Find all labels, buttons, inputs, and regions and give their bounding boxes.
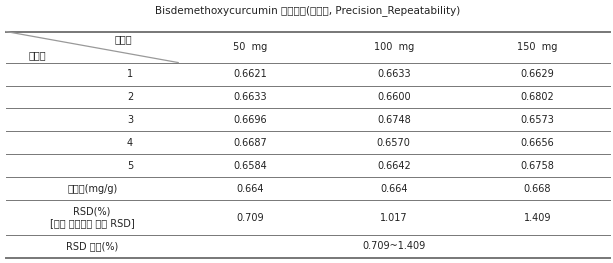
Text: 0.6573: 0.6573 [520, 115, 554, 125]
Text: 2: 2 [127, 92, 133, 102]
Text: 0.709: 0.709 [236, 213, 264, 222]
Text: 1.017: 1.017 [380, 213, 408, 222]
Text: Bisdemethoxycurcumin 시험방법(정밀도, Precision_Repeatability): Bisdemethoxycurcumin 시험방법(정밀도, Precision… [156, 5, 460, 16]
Text: 1.409: 1.409 [524, 213, 551, 222]
Text: 0.6621: 0.6621 [233, 69, 267, 79]
Text: 0.664: 0.664 [380, 184, 408, 194]
Text: 0.6633: 0.6633 [377, 69, 411, 79]
Text: 0.664: 0.664 [237, 184, 264, 194]
Text: 0.6629: 0.6629 [520, 69, 554, 79]
Text: 0.709~1.409: 0.709~1.409 [362, 241, 425, 251]
Text: 1: 1 [127, 69, 133, 79]
Text: 0.6600: 0.6600 [377, 92, 411, 102]
Text: 반복수: 반복수 [28, 50, 46, 60]
Text: 0.6758: 0.6758 [520, 161, 554, 171]
Text: 0.6687: 0.6687 [233, 138, 267, 148]
Text: 0.6570: 0.6570 [377, 138, 411, 148]
Text: 3: 3 [127, 115, 133, 125]
Text: 0.6584: 0.6584 [233, 161, 267, 171]
Text: 0.6696: 0.6696 [234, 115, 267, 125]
Text: 5: 5 [127, 161, 133, 171]
Text: 0.6642: 0.6642 [377, 161, 411, 171]
Text: 0.6802: 0.6802 [520, 92, 554, 102]
Text: 분석값(mg/g): 분석값(mg/g) [67, 184, 117, 194]
Text: 4: 4 [127, 138, 133, 148]
Text: 0.668: 0.668 [524, 184, 551, 194]
Text: RSD 구간(%): RSD 구간(%) [66, 241, 118, 251]
Text: 100  mg: 100 mg [374, 42, 414, 52]
Text: 0.6748: 0.6748 [377, 115, 411, 125]
Text: RSD(%)
[검체 측정값에 대한 RSD]: RSD(%) [검체 측정값에 대한 RSD] [50, 207, 134, 228]
Text: 검체량: 검체량 [115, 34, 132, 44]
Text: 50  mg: 50 mg [233, 42, 267, 52]
Text: 0.6656: 0.6656 [520, 138, 554, 148]
Text: 150  mg: 150 mg [517, 42, 558, 52]
Text: 0.6633: 0.6633 [234, 92, 267, 102]
